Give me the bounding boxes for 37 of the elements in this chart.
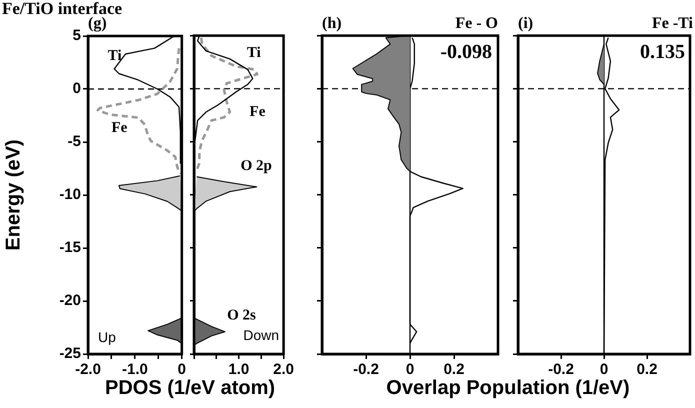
y-tick-label: -15	[59, 239, 81, 256]
y-tick-label: -10	[59, 186, 81, 204]
annotation: Up	[98, 329, 116, 345]
chart-title: (h)	[322, 15, 342, 32]
y-tick-label: -20	[59, 292, 81, 310]
series-label: Fe	[250, 104, 266, 120]
x-tick-label: -1.0	[122, 361, 148, 378]
x-tick-label: -0.2	[353, 361, 379, 378]
x-tick-label: 0	[600, 361, 608, 378]
x-tick-label: 0.2	[636, 361, 658, 378]
y-tick-label: 5	[72, 27, 81, 44]
x-tick-label: 1.0	[228, 361, 250, 378]
annotation: Down	[243, 327, 279, 343]
x-tick-label: -0.2	[548, 361, 574, 378]
series-label: Ti	[246, 44, 261, 61]
y-tick-label: -5	[68, 133, 81, 150]
chart-subtitle: Fe - O	[455, 15, 498, 32]
chart-title: (i)	[518, 15, 534, 32]
annotation: -0.098	[440, 41, 492, 63]
series-label: O 2p	[240, 158, 272, 174]
series-label: Fe	[111, 120, 128, 136]
annotation: 0.135	[640, 41, 685, 63]
y-tick-label: 0	[72, 80, 81, 98]
y-axis-title: Energy (eV)	[2, 139, 25, 251]
series-label: Ti	[108, 48, 122, 64]
y-tick-label: -25	[59, 345, 81, 362]
x-tick-label: -2.0	[75, 361, 101, 378]
x-tick-label: 0.2	[444, 361, 464, 378]
x-axis-title: Overlap Population (1/eV)	[386, 377, 630, 399]
x-tick-label: 0	[178, 361, 186, 378]
chart-subtitle: (g)	[88, 15, 107, 32]
x-axis-title: PDOS (1/eV atom)	[104, 377, 276, 399]
x-tick-label: 0	[406, 361, 414, 378]
chart-subtitle: Fe -Ti	[652, 15, 693, 32]
series-label: O 2s	[227, 308, 256, 324]
chart-title: Fe/TiO interface	[2, 0, 122, 18]
x-tick-label: 2.0	[273, 361, 294, 378]
